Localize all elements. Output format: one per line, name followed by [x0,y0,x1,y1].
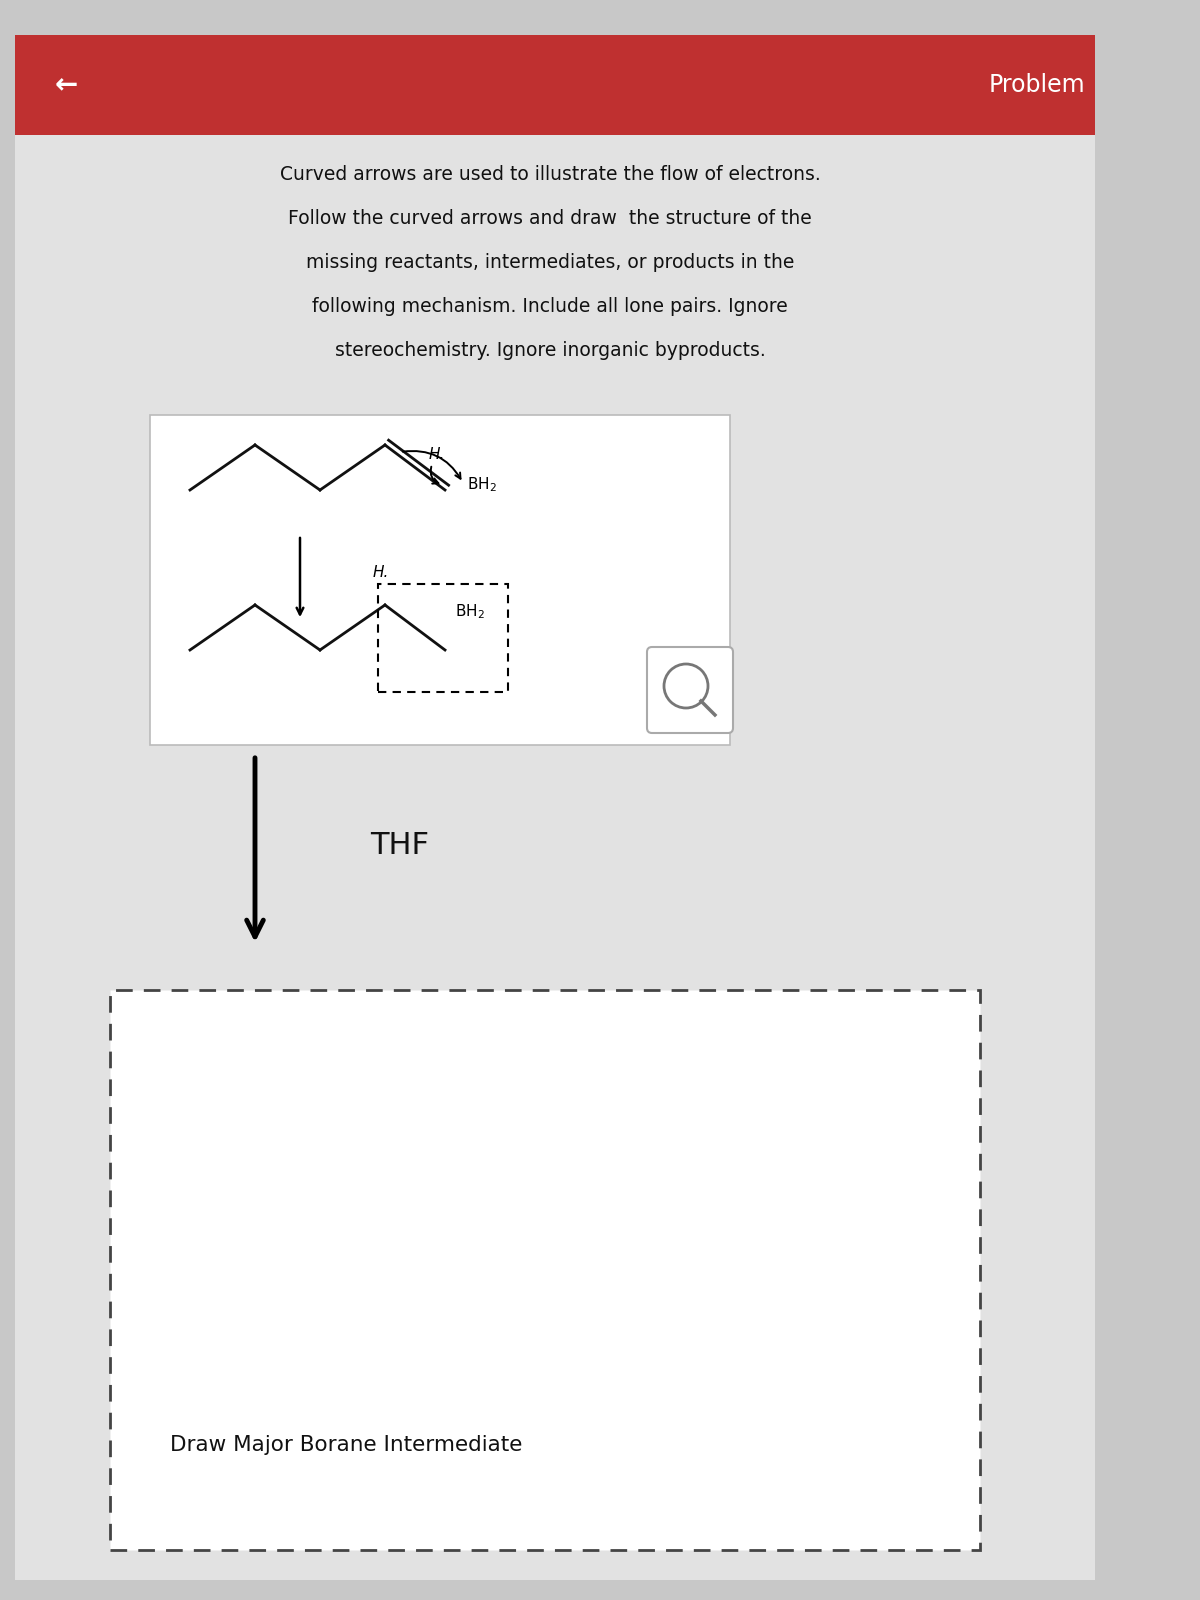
Text: Follow the curved arrows and draw  the structure of the: Follow the curved arrows and draw the st… [288,210,812,227]
Text: stereochemistry. Ignore inorganic byproducts.: stereochemistry. Ignore inorganic byprod… [335,341,766,360]
Bar [378,584,508,691]
Text: BH$_2$: BH$_2$ [467,475,497,494]
FancyBboxPatch shape [14,40,1096,1581]
Text: Curved arrows are used to illustrate the flow of electrons.: Curved arrows are used to illustrate the… [280,165,821,184]
Bar [110,990,980,1550]
FancyBboxPatch shape [14,35,1096,134]
FancyBboxPatch shape [647,646,733,733]
Text: following mechanism. Include all lone pairs. Ignore: following mechanism. Include all lone pa… [312,298,788,317]
Text: Problem: Problem [989,74,1085,98]
Text: H.: H. [373,565,389,581]
Text: missing reactants, intermediates, or products in the: missing reactants, intermediates, or pro… [306,253,794,272]
Text: ←: ← [55,70,78,99]
FancyBboxPatch shape [150,414,730,746]
Text: H.: H. [428,446,445,462]
Text: BH$_2$: BH$_2$ [455,603,485,621]
Text: THF: THF [370,830,430,859]
Text: Draw Major Borane Intermediate: Draw Major Borane Intermediate [170,1435,522,1454]
